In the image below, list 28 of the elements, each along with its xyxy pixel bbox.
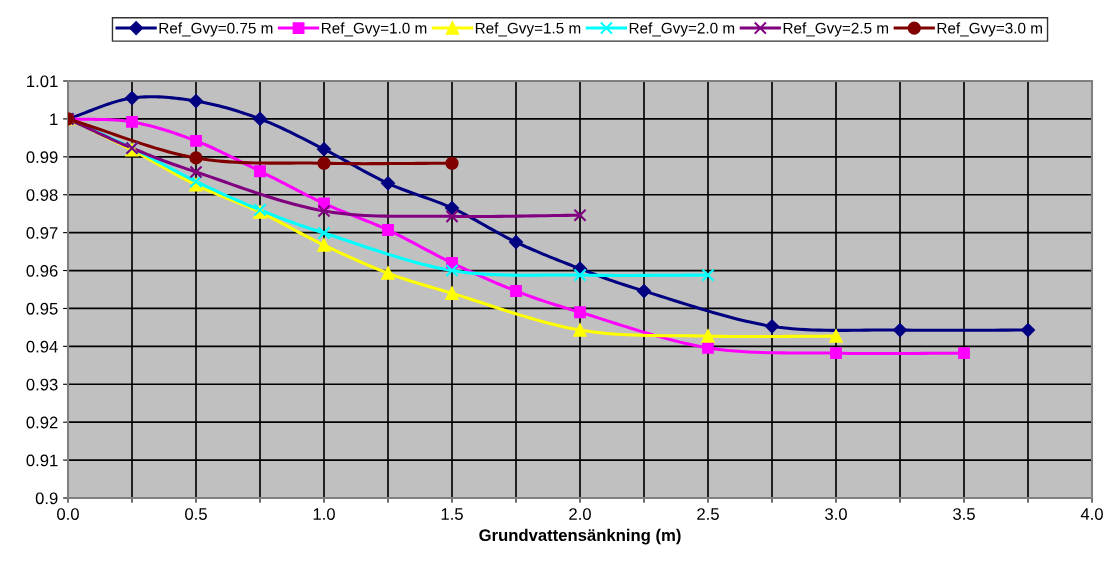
x-tick-label: 2.0 (569, 508, 591, 520)
y-tick-label: 0.91 (26, 454, 58, 467)
x-axis-title: Grundvattensänkning (m) (479, 528, 681, 545)
x-tick-label: 1.0 (313, 508, 335, 520)
legend-label: Ref_Gvy=0.75 m (159, 22, 273, 37)
y-tick-label: 1.01 (27, 75, 58, 88)
y-tick-label: 1 (50, 113, 58, 125)
y-tick-label: 0.9 (35, 492, 58, 505)
x-tick-label: 1.5 (441, 508, 463, 520)
x-tick-label: 0.0 (57, 508, 79, 520)
y-tick-label: 0.97 (26, 227, 58, 239)
x-tick-label: 3.0 (825, 508, 847, 520)
x-tick-label: 2.5 (697, 508, 719, 520)
y-tick-label: 0.92 (26, 416, 58, 429)
legend-label: Ref_Gvy=1.0 m (321, 22, 427, 37)
y-tick-label: 0.98 (26, 189, 58, 201)
x-tick-label: 4.0 (1080, 508, 1103, 520)
y-tick-label: 0.94 (26, 340, 58, 353)
legend-label: Ref_Gvy=2.5 m (783, 22, 889, 37)
y-tick-label: 0.95 (26, 302, 58, 315)
x-tick-label: 0.5 (185, 508, 207, 520)
x-tick-label: 3.5 (953, 508, 975, 520)
legend-label: Ref_Gvy=3.0 m (937, 22, 1042, 37)
legend-label: Ref_Gvy=1.5 m (475, 22, 581, 37)
y-tick-label: 0.99 (26, 151, 58, 164)
y-tick-label: 0.96 (26, 264, 58, 277)
legend-label: Ref_Gvy=2.0 m (629, 22, 735, 37)
y-tick-label: 0.93 (26, 378, 58, 391)
